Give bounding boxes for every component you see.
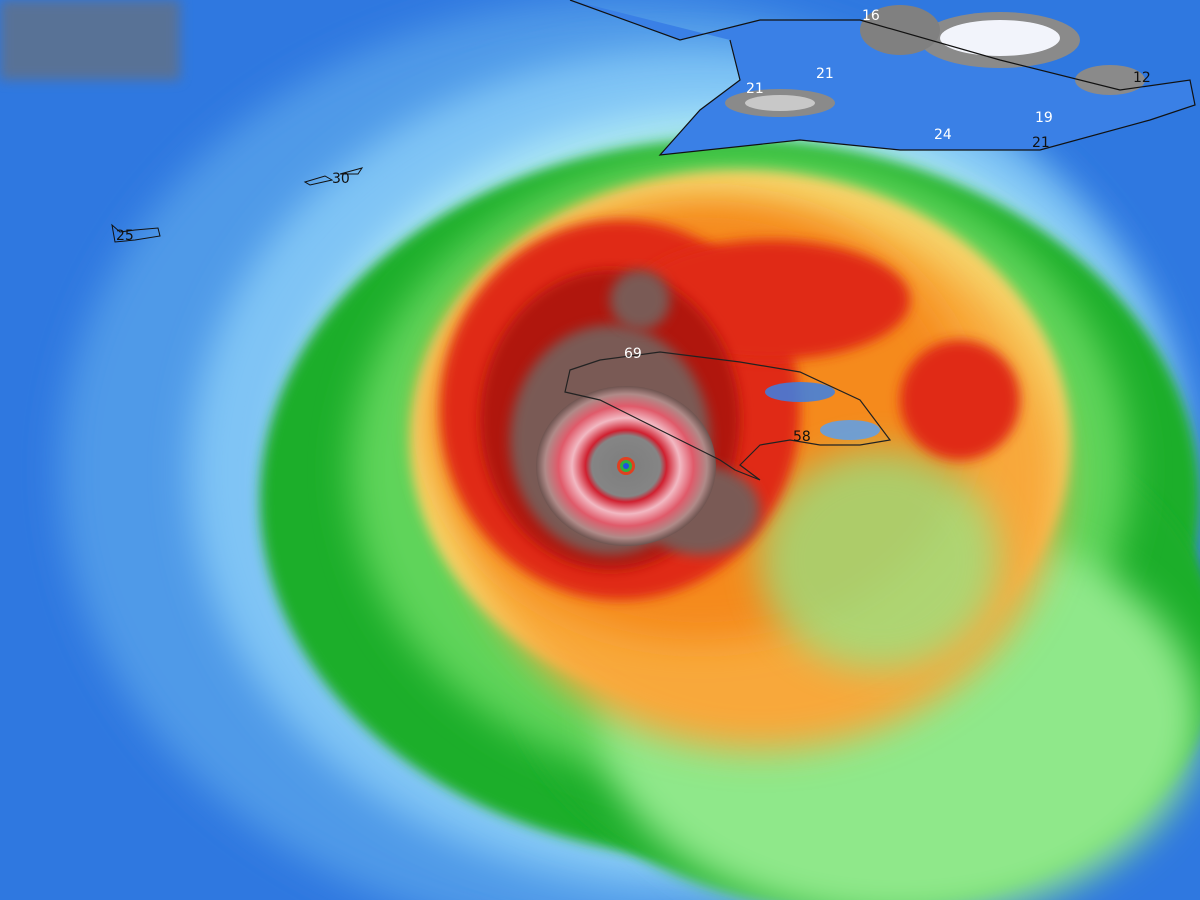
map-label: 30: [332, 171, 350, 187]
map-label: 16: [862, 8, 880, 24]
cayman-islands: [111, 167, 364, 243]
map-label: 12: [1133, 70, 1151, 86]
map-label: 21: [1032, 135, 1050, 151]
hurricane-eye: [536, 386, 716, 546]
map-label: 58: [793, 429, 811, 445]
map-label: 69: [624, 346, 642, 362]
jamaica-outline: [564, 351, 892, 481]
cuba-land: [569, 0, 1196, 156]
map-label: 21: [746, 81, 764, 97]
map-label: 24: [934, 127, 952, 143]
map-label: 19: [1035, 110, 1053, 126]
map-label: 25: [116, 228, 134, 244]
map-label: 21: [816, 66, 834, 82]
